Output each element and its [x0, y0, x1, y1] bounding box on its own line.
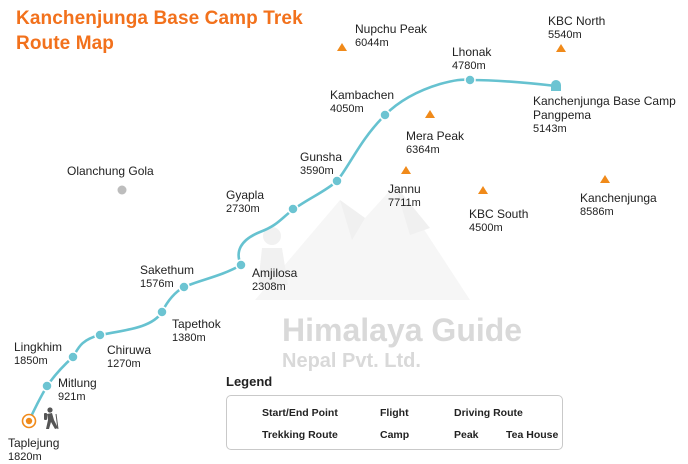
place-name: Chiruwa — [107, 343, 152, 357]
watermark-mountain-graphic — [255, 185, 470, 300]
place-name-line2: Pangpema — [533, 108, 592, 122]
peak-icon[interactable] — [401, 166, 411, 174]
olanchung-gola-marker[interactable] — [117, 185, 127, 195]
map-title-line2: Route Map — [16, 33, 115, 54]
legend-flight-label: Flight — [380, 407, 409, 419]
place-label-olanchung-gola[interactable]: Olanchung Gola — [67, 164, 154, 178]
legend-tea-house-label: Tea House — [506, 429, 559, 441]
place-name: Kambachen — [330, 88, 395, 102]
peak-name: Nupchu Peak — [355, 22, 428, 36]
place-name: Gyapla — [226, 188, 265, 202]
peak-name: Mera Peak — [406, 129, 465, 143]
place-name: Taplejung — [8, 436, 60, 450]
place-elevation: 921m — [58, 391, 86, 403]
peak-icon[interactable] — [600, 175, 610, 183]
peak-icon[interactable] — [556, 44, 566, 52]
legend-peak-label: Peak — [454, 429, 479, 441]
tea-house-icon[interactable] — [379, 109, 391, 121]
place-name: Sakethum — [140, 263, 195, 277]
peak-label-kbc-south[interactable]: KBC South 4500m — [469, 207, 528, 235]
peak-name: Kanchenjunga — [580, 191, 657, 205]
tea-house-icon[interactable] — [331, 175, 343, 187]
peak-label-jannu[interactable]: Jannu 7711m — [388, 182, 421, 210]
peak-elevation: 7711m — [388, 197, 421, 209]
peak-icon[interactable] — [425, 110, 435, 118]
start-label[interactable]: Taplejung 1820m — [8, 436, 59, 464]
stop-label-lhonak[interactable]: Lhonak 4780m — [452, 45, 491, 73]
trekking-route-path — [27, 78, 558, 423]
tea-house-icon[interactable] — [41, 380, 53, 392]
place-elevation: 1850m — [14, 355, 48, 367]
watermark-line1: Himalaya Guide — [282, 312, 523, 348]
legend-driving-label: Driving Route — [454, 407, 523, 419]
legend-box — [226, 395, 563, 450]
stop-label-sakethum[interactable]: Sakethum 1576m — [140, 263, 194, 291]
map-title-line1: Kanchenjunga Base Camp Trek — [16, 8, 303, 29]
start-end-point-icon[interactable] — [21, 413, 37, 429]
peak-name: Jannu — [388, 182, 421, 196]
peak-elevation: 4500m — [469, 222, 503, 234]
stop-label-gunsha[interactable]: Gunsha 3590m — [300, 150, 342, 178]
place-name: Tapethok — [172, 317, 221, 331]
stop-label-chiruwa[interactable]: Chiruwa 1270m — [107, 343, 151, 371]
stop-label-gyapla[interactable]: Gyapla 2730m — [226, 188, 264, 216]
tea-house-icon[interactable] — [156, 306, 168, 318]
place-elevation: 1270m — [107, 358, 141, 370]
peak-label-kbc-north[interactable]: KBC North 5540m — [548, 14, 605, 42]
place-elevation: 1576m — [140, 278, 174, 290]
tea-house-icon[interactable] — [94, 329, 106, 341]
legend-camp-label: Camp — [380, 429, 410, 441]
place-elevation: 3590m — [300, 165, 334, 177]
peak-label-mera[interactable]: Mera Peak 6364m — [406, 129, 464, 157]
stop-label-base-camp[interactable]: Kanchenjunga Base Camp Pangpema 5143m — [533, 94, 676, 136]
peak-elevation: 6044m — [355, 37, 389, 49]
tea-house-icon[interactable] — [464, 74, 476, 86]
peak-icon[interactable] — [478, 186, 488, 194]
peak-icon[interactable] — [337, 43, 347, 51]
place-elevation: 2308m — [252, 281, 286, 293]
place-elevation: 4050m — [330, 103, 364, 115]
camp-icon[interactable] — [551, 80, 561, 91]
peak-elevation: 8586m — [580, 206, 614, 218]
hiker-icon — [44, 407, 59, 430]
watermark-line2: Nepal Pvt. Ltd. — [282, 350, 421, 372]
peak-label-nupchu[interactable]: Nupchu Peak 6044m — [355, 22, 427, 50]
peak-label-kanchenjunga[interactable]: Kanchenjunga 8586m — [580, 191, 657, 219]
tea-house-icon[interactable] — [67, 351, 79, 363]
peak-elevation: 6364m — [406, 144, 440, 156]
peak-elevation: 5540m — [548, 29, 582, 41]
stop-label-lingkhim[interactable]: Lingkhim 1850m — [14, 340, 62, 368]
place-name: Lhonak — [452, 45, 492, 59]
stop-label-mitlung[interactable]: Mitlung 921m — [58, 376, 97, 404]
place-name: Amjilosa — [252, 266, 298, 280]
stop-label-tapethok[interactable]: Tapethok 1380m — [172, 317, 221, 345]
legend-trekking-label: Trekking Route — [262, 429, 338, 441]
peak-name: KBC North — [548, 14, 606, 28]
place-name: Kanchenjunga Base Camp — [533, 94, 676, 108]
place-elevation: 2730m — [226, 203, 260, 215]
tea-house-icon[interactable] — [178, 281, 190, 293]
legend-title: Legend — [226, 374, 273, 389]
peak-markers — [337, 43, 610, 194]
place-name: Gunsha — [300, 150, 343, 164]
place-elevation: 1380m — [172, 332, 206, 344]
place-name: Mitlung — [58, 376, 97, 390]
stop-label-kambachen[interactable]: Kambachen 4050m — [330, 88, 394, 116]
stop-label-amjilosa[interactable]: Amjilosa 2308m — [252, 266, 297, 294]
peak-name: KBC South — [469, 207, 529, 221]
legend-start-end-label: Start/End Point — [262, 407, 338, 419]
tea-house-icon[interactable] — [235, 259, 247, 271]
place-elevation: 4780m — [452, 60, 486, 72]
tea-house-markers — [41, 74, 476, 392]
place-name: Lingkhim — [14, 340, 63, 354]
place-elevation: 5143m — [533, 123, 567, 135]
place-elevation: 1820m — [8, 451, 42, 463]
tea-house-icon[interactable] — [287, 203, 299, 215]
